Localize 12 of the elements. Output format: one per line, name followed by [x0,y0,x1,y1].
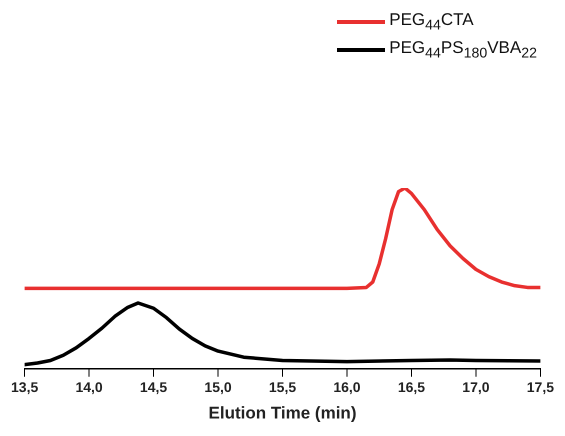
x-tick-label: 17,0 [462,379,490,396]
x-axis-title: Elution Time (min) [208,403,356,422]
x-tick-label: 14,5 [140,379,168,396]
x-tick-label: 14,0 [75,379,103,396]
x-tick-label: 16,5 [398,379,426,396]
x-tick-label: 15,5 [268,379,296,396]
legend-label: PEG$_{44}$CTA [389,10,474,34]
x-tick-label: 13,5 [11,379,38,396]
x-tick-label: 16,0 [333,379,361,396]
x-tick-label: 17,5 [526,379,554,396]
legend-label: PEG$_{44}$PS$_{180}$VBA$_{22}$ [389,38,537,62]
x-tick-label: 15,0 [204,379,232,396]
